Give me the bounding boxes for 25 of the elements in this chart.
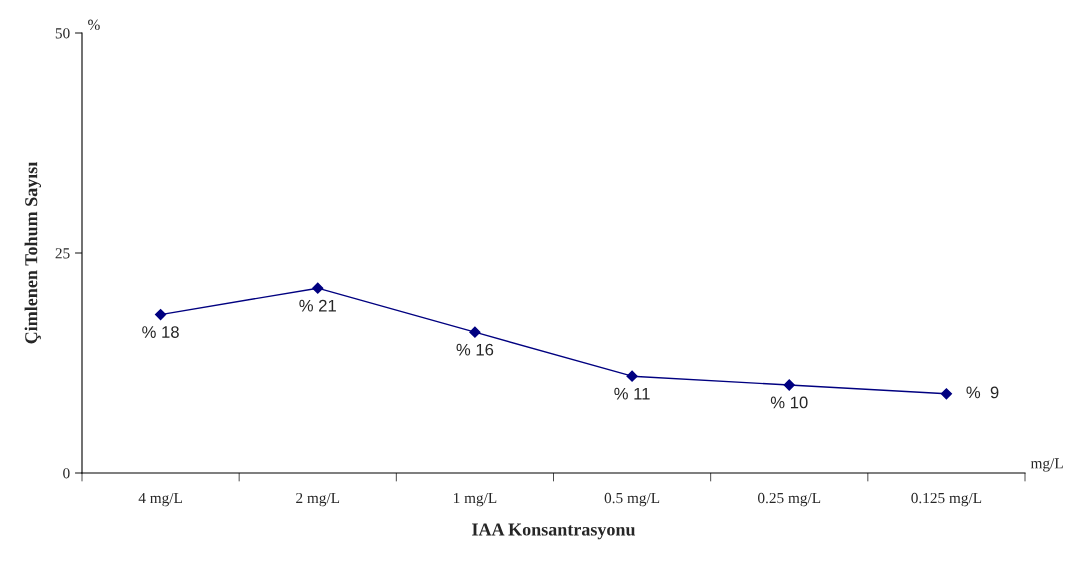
- x-tick-label: 0.125 mg/L: [911, 492, 982, 507]
- y-tick-label: 25: [55, 248, 70, 259]
- data-label: % 16: [456, 343, 494, 356]
- text: %: [88, 19, 100, 30]
- y-tick-label: 50: [55, 28, 70, 39]
- data-label: % 18: [142, 326, 179, 338]
- point: [783, 379, 795, 391]
- x-tick-label: 4 mg/L: [138, 492, 182, 507]
- x-axis-title: IAA Konsantrasyonu: [472, 523, 636, 540]
- data-label: % 9: [966, 386, 999, 399]
- x-tick-label: 0.25 mg/L: [758, 492, 821, 507]
- data-label: % 11: [614, 387, 650, 400]
- y-axis-title: Çimlenen Tohum Sayısı: [24, 161, 42, 344]
- point: [940, 388, 953, 400]
- x-tick-label: 0.5 mg/L: [604, 492, 660, 507]
- point: [626, 370, 638, 382]
- y-tick-label: 0: [63, 468, 70, 479]
- point: [312, 282, 324, 294]
- x-tick-label: 1 mg/L: [453, 492, 497, 507]
- point: [469, 326, 481, 338]
- data-label: % 10: [770, 396, 808, 409]
- text: mg/L: [1030, 458, 1063, 472]
- point: [154, 308, 167, 321]
- x-tick-label: 2 mg/L: [296, 492, 340, 507]
- data-label: % 21: [299, 299, 336, 312]
